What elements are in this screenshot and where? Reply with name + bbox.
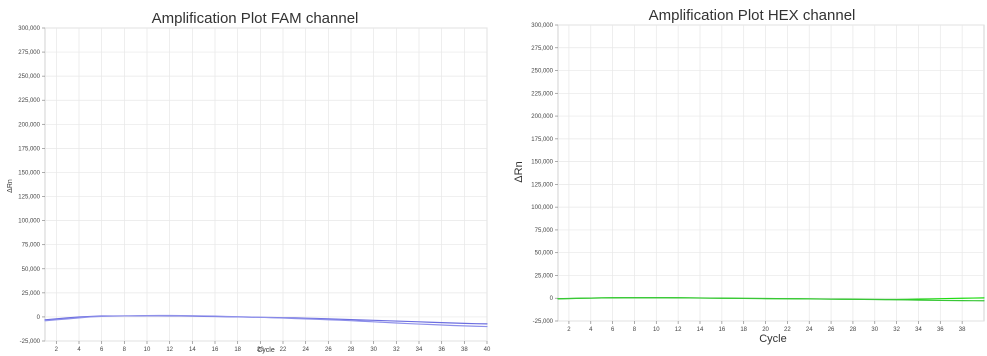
y-tick-label: 225,000 xyxy=(531,91,553,97)
y-tick-label: 175,000 xyxy=(18,146,40,152)
y-tick-label: 75,000 xyxy=(535,228,554,234)
series-line-2 xyxy=(557,297,985,302)
x-tick-label: 30 xyxy=(871,327,878,333)
y-axis-label: ΔRn xyxy=(513,161,525,182)
x-tick-label: 22 xyxy=(280,347,287,353)
x-tick-label: 26 xyxy=(325,347,332,353)
y-tick-label: -25,000 xyxy=(533,319,554,325)
x-tick-label: 8 xyxy=(633,327,637,333)
y-tick-label: 0 xyxy=(550,296,554,302)
x-axis-label: Cycle xyxy=(257,347,275,354)
x-tick-label: 40 xyxy=(484,347,491,353)
x-tick-label: 14 xyxy=(189,347,196,353)
y-tick-label: 25,000 xyxy=(22,291,41,297)
x-tick-label: 6 xyxy=(100,347,104,353)
y-tick-label: 300,000 xyxy=(18,26,40,32)
y-tick-label: 250,000 xyxy=(18,74,40,80)
y-tick-label: 250,000 xyxy=(531,69,553,75)
y-tick-label: -25,000 xyxy=(20,339,41,345)
x-tick-label: 26 xyxy=(828,327,835,333)
x-tick-label: 28 xyxy=(348,347,355,353)
x-tick-label: 2 xyxy=(567,327,571,333)
x-tick-label: 38 xyxy=(959,327,966,333)
x-tick-label: 18 xyxy=(740,327,747,333)
y-tick-label: 150,000 xyxy=(18,170,40,176)
x-tick-label: 36 xyxy=(438,347,445,353)
x-tick-label: 20 xyxy=(762,327,769,333)
x-tick-label: 34 xyxy=(416,347,423,353)
plot-frame xyxy=(44,27,488,342)
x-tick-label: 32 xyxy=(893,327,900,333)
chart-1: Amplification Plot FAM channel-25,000025… xyxy=(7,10,491,354)
x-axis-label: Cycle xyxy=(759,333,787,345)
x-tick-label: 30 xyxy=(370,347,377,353)
y-tick-label: 125,000 xyxy=(18,195,40,201)
y-tick-label: 200,000 xyxy=(18,122,40,128)
y-tick-label: 0 xyxy=(37,315,41,321)
x-tick-label: 8 xyxy=(123,347,127,353)
y-tick-label: 275,000 xyxy=(18,50,40,56)
chart-title: Amplification Plot FAM channel xyxy=(152,10,359,27)
y-tick-label: 150,000 xyxy=(531,160,553,166)
y-tick-label: 50,000 xyxy=(22,267,41,273)
y-tick-label: 200,000 xyxy=(531,114,553,120)
x-tick-label: 16 xyxy=(719,327,726,333)
y-tick-label: 50,000 xyxy=(535,251,554,257)
chart-title: Amplification Plot HEX channel xyxy=(649,7,856,24)
y-tick-label: 125,000 xyxy=(531,182,553,188)
y-tick-label: 75,000 xyxy=(22,243,41,249)
x-tick-label: 12 xyxy=(166,347,173,353)
x-tick-label: 36 xyxy=(937,327,944,333)
plot-frame xyxy=(557,24,985,322)
x-tick-label: 4 xyxy=(77,347,81,353)
x-tick-label: 2 xyxy=(55,347,59,353)
series-line-2 xyxy=(44,314,488,328)
x-tick-label: 24 xyxy=(806,327,813,333)
x-tick-label: 38 xyxy=(461,347,468,353)
x-tick-label: 10 xyxy=(144,347,151,353)
x-tick-label: 20 xyxy=(257,347,264,353)
x-tick-label: 4 xyxy=(589,327,593,333)
x-tick-label: 22 xyxy=(784,327,791,333)
x-tick-label: 10 xyxy=(653,327,660,333)
y-tick-label: 100,000 xyxy=(531,205,553,211)
y-axis-label: ΔRn xyxy=(7,179,14,193)
x-tick-label: 12 xyxy=(675,327,682,333)
x-tick-label: 6 xyxy=(611,327,615,333)
x-tick-label: 34 xyxy=(915,327,922,333)
y-tick-label: 275,000 xyxy=(531,46,553,52)
y-tick-label: 300,000 xyxy=(531,23,553,29)
x-tick-label: 14 xyxy=(697,327,704,333)
y-tick-label: 25,000 xyxy=(535,273,554,279)
x-tick-label: 24 xyxy=(302,347,309,353)
x-tick-label: 18 xyxy=(234,347,241,353)
x-tick-label: 32 xyxy=(393,347,400,353)
y-tick-label: 225,000 xyxy=(18,98,40,104)
chart-2: Amplification Plot HEX channel-25,000025… xyxy=(513,7,985,345)
x-tick-label: 28 xyxy=(850,327,857,333)
y-tick-label: 175,000 xyxy=(531,137,553,143)
x-tick-label: 16 xyxy=(212,347,219,353)
y-tick-label: 100,000 xyxy=(18,219,40,225)
